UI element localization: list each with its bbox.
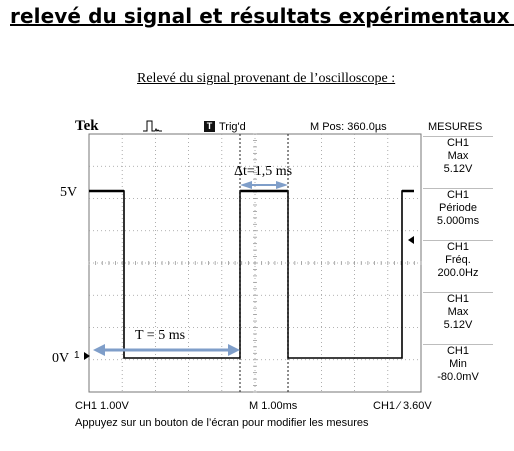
measurement-5[interactable]: CH1 Min -80.0mV — [423, 344, 493, 384]
arrow-shaft — [103, 348, 230, 352]
trigger-status: Trig'd — [219, 121, 246, 133]
time-scale: M 1.00ms — [249, 400, 298, 412]
cursors — [239, 134, 289, 392]
arrow-head-right — [276, 181, 288, 189]
measurement-value: 200.0Hz — [437, 267, 479, 279]
annotation-arrows — [93, 181, 288, 356]
measurement-4[interactable]: CH1 Max 5.12V — [423, 292, 493, 332]
measurement-1[interactable]: CH1 Max 5.12V — [423, 136, 493, 176]
measurement-value: 5.000ms — [436, 215, 480, 227]
ch1-ground-marker: 1 — [74, 350, 80, 361]
trigger-level-arrow — [408, 236, 414, 244]
horizontal-position: M Pos: 360.0µs — [310, 121, 387, 133]
measurement-name: Max — [447, 150, 469, 162]
arrow-head-left — [93, 344, 105, 356]
measurement-2[interactable]: CH1 Période 5.000ms — [423, 188, 493, 228]
measurement-channel: CH1 — [446, 293, 469, 305]
measurement-value: 5.12V — [443, 163, 473, 175]
low-level-label: 0V — [52, 351, 70, 366]
menu-title: MESURES — [428, 121, 483, 133]
measurement-channel: CH1 — [446, 241, 469, 253]
trigger-icon: T — [204, 121, 215, 132]
measurement-channel: CH1 — [446, 189, 469, 201]
tek-logo: Tek — [75, 118, 99, 134]
measurement-name: Min — [449, 358, 467, 370]
trigger-level: CH1 ∕ 3.60V — [373, 400, 432, 412]
arrow-shaft — [250, 184, 278, 186]
signal-trace — [84, 189, 414, 360]
measurement-channel: CH1 — [446, 345, 469, 357]
measurement-channel: CH1 — [446, 137, 469, 149]
arrow-head-left — [240, 181, 252, 189]
measurement-value: -80.0mV — [437, 371, 479, 383]
figure-caption: Relevé du signal provenant de l’oscillos… — [137, 71, 396, 86]
high-level-label: 5V — [60, 185, 78, 200]
channel-scale: CH1 1.00V — [75, 400, 129, 412]
period-label: T = 5 ms — [135, 328, 186, 343]
period-arrow — [93, 344, 240, 356]
delta-t-arrow — [240, 181, 288, 189]
page-heading: relevé du signal et résultats expériment… — [10, 4, 514, 28]
measurement-name: Période — [439, 202, 477, 214]
measurement-3[interactable]: CH1 Fréq. 200.0Hz — [423, 240, 493, 280]
arrow-head-right — [228, 344, 240, 356]
status-message: Appuyez sur un bouton de l’écran pour mo… — [75, 417, 369, 429]
measurement-name: Max — [447, 306, 469, 318]
ground-arrow — [84, 352, 90, 360]
delta-t-label: Δt=1,5 ms — [234, 164, 293, 179]
measurement-value: 5.12V — [443, 319, 473, 331]
measurement-name: Fréq. — [445, 254, 471, 266]
